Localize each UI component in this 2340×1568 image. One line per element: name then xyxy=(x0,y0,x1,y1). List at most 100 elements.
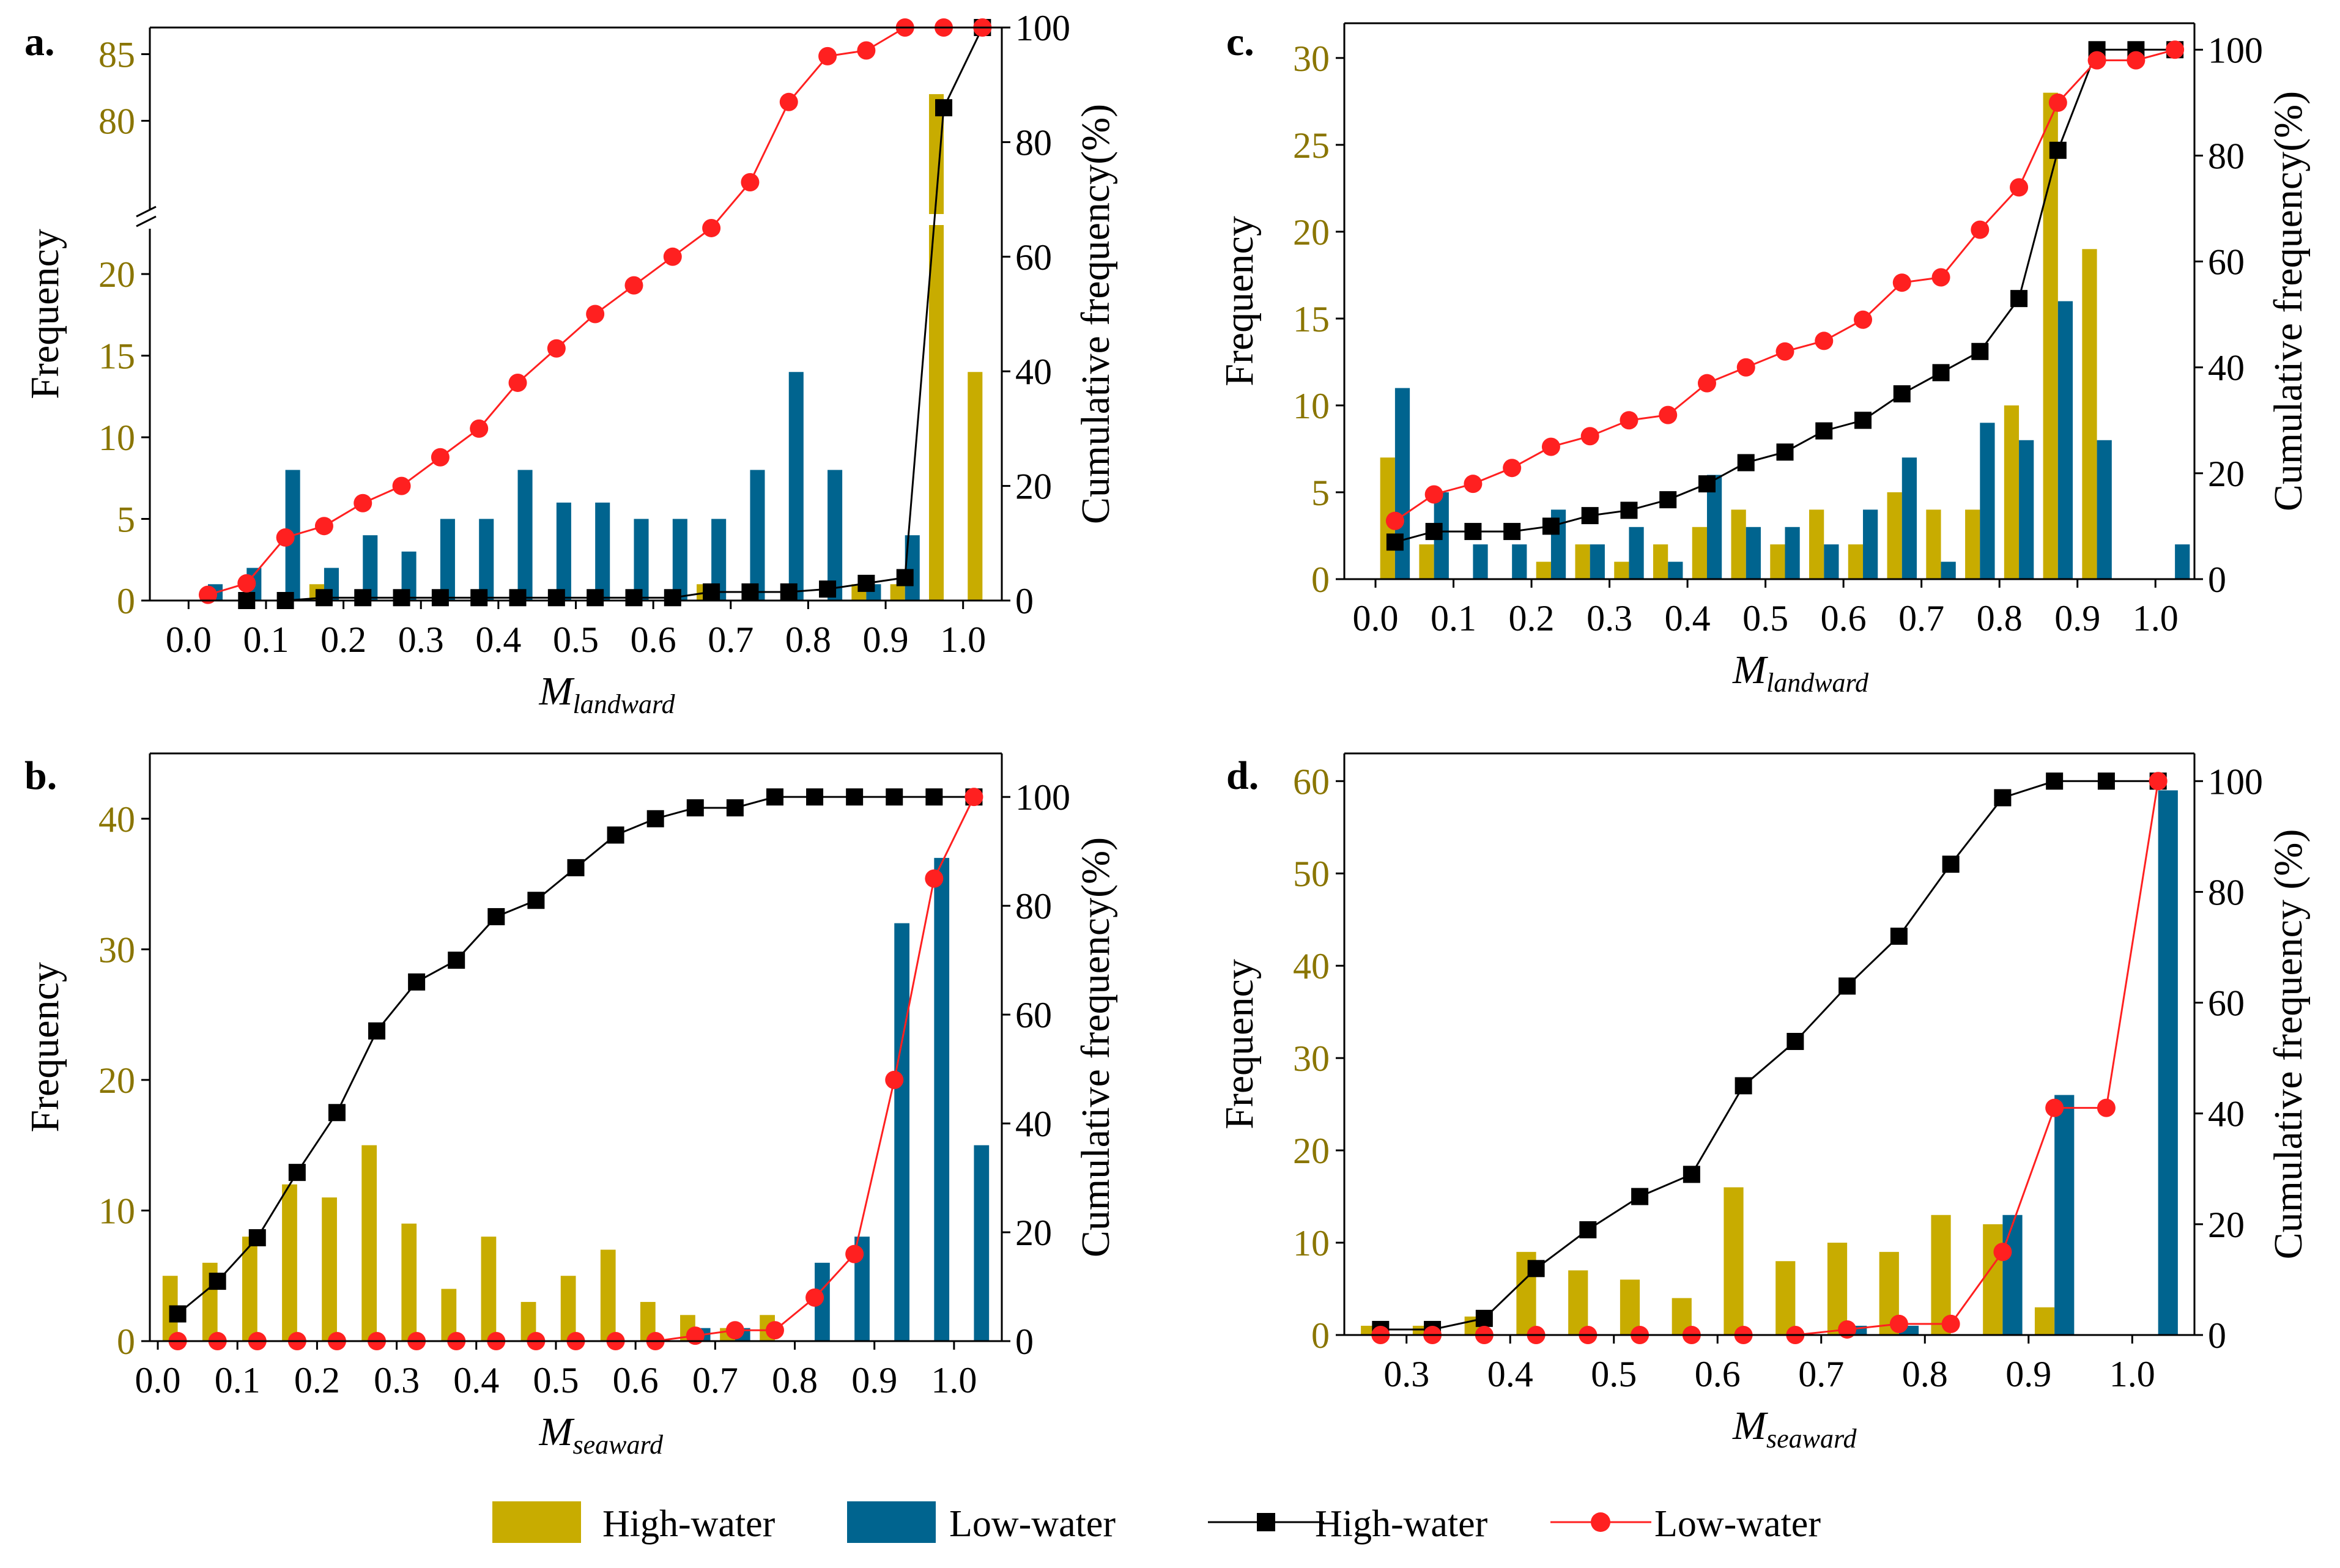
x-tick-label: 1.0 xyxy=(940,619,986,660)
y2-tick-label: 0 xyxy=(1015,1322,1034,1362)
x-tick-label: 0.4 xyxy=(453,1360,499,1400)
bar-high-water xyxy=(600,1249,616,1341)
legend-high-water-bar-swatch xyxy=(492,1501,581,1543)
point-high-water xyxy=(741,583,759,601)
point-high-water xyxy=(1631,1188,1649,1205)
point-low-water xyxy=(547,339,566,358)
point-high-water xyxy=(169,1305,187,1323)
y-tick-label: 10 xyxy=(1293,1223,1330,1263)
point-low-water xyxy=(1424,485,1443,504)
panel-c: 0 5 10 15 20 25 30 0 20 40 60 80 100 0.0 0.1 0.2 0.3 0.4 0… xyxy=(1217,20,2311,698)
bar-low-water xyxy=(2097,440,2112,579)
bar-low-water xyxy=(974,1145,990,1341)
point-high-water xyxy=(1838,977,1856,995)
bar-low-water xyxy=(788,372,804,601)
point-low-water xyxy=(1736,358,1755,377)
point-low-water xyxy=(663,247,682,266)
point-high-water xyxy=(1890,927,1908,945)
legend-low-water-line-label: Low-water xyxy=(1654,1503,1821,1545)
bar-low-water xyxy=(556,502,571,601)
point-low-water xyxy=(818,46,837,65)
x-tick-label: 0.6 xyxy=(1821,598,1867,638)
y2-tick-label: 0 xyxy=(2208,1315,2226,1356)
y-tick-label: 30 xyxy=(98,930,135,970)
point-high-water xyxy=(1737,454,1755,472)
point-high-water xyxy=(393,589,410,607)
point-low-water xyxy=(765,1321,784,1340)
bar-high-water xyxy=(242,1237,257,1341)
point-low-water xyxy=(2048,93,2067,112)
x-tick-label: 0.0 xyxy=(1353,598,1399,638)
y-tick-label: 85 xyxy=(98,35,135,75)
point-high-water xyxy=(1425,523,1443,541)
bar-high-water xyxy=(890,584,905,601)
y-tick-label: 30 xyxy=(1293,1038,1330,1079)
line-high-water xyxy=(1380,780,2158,1331)
bar-high-water xyxy=(322,1197,337,1341)
point-low-water xyxy=(1697,374,1716,393)
bar-high-water xyxy=(282,1184,297,1341)
point-low-water xyxy=(431,448,450,467)
y2-tick-label: 100 xyxy=(1015,8,1070,48)
bar-low-water xyxy=(672,519,687,601)
point-high-water xyxy=(686,799,704,816)
point-low-water xyxy=(314,517,333,536)
y-tick-label: 20 xyxy=(1293,1131,1330,1171)
y-axis-title: Frequency xyxy=(23,229,67,399)
bar-low-water xyxy=(1824,544,1839,579)
point-high-water xyxy=(328,1104,346,1122)
bar-low-water xyxy=(750,470,765,601)
y2-tick-label: 80 xyxy=(1015,122,1052,163)
bar-low-water xyxy=(1668,561,1683,579)
x-tick-label: 0.3 xyxy=(1383,1354,1429,1394)
bar-low-water xyxy=(2057,301,2073,579)
point-high-water xyxy=(819,580,837,598)
x-tick-label: 0.8 xyxy=(785,619,831,660)
bar-low-water xyxy=(2002,1215,2023,1335)
x-tick-label: 0.7 xyxy=(1898,598,1944,638)
bar-high-water xyxy=(1926,509,1941,579)
bar-high-water xyxy=(1809,509,1824,579)
point-low-water xyxy=(198,585,217,604)
bar-low-water xyxy=(2054,1095,2075,1335)
x-tick-label: 0.9 xyxy=(863,619,909,660)
bar-low-water xyxy=(1901,457,1917,579)
point-high-water xyxy=(527,892,545,909)
x-tick-label: 0.2 xyxy=(320,619,366,660)
bar-high-water xyxy=(1983,1224,2003,1335)
line-high-water xyxy=(246,27,983,602)
bar-low-water xyxy=(2175,544,2190,579)
y-tick-label: 0 xyxy=(117,581,135,621)
bar-high-water xyxy=(1887,492,1902,579)
point-low-water xyxy=(2010,178,2029,197)
bar-low-water xyxy=(517,470,533,601)
y2-axis-title: Cumulative frequency (%) xyxy=(2266,829,2311,1260)
y2-axis-title: Cumulative frequency(%) xyxy=(1073,837,1118,1257)
point-high-water xyxy=(1386,533,1404,551)
point-high-water xyxy=(935,99,953,117)
bar-high-water xyxy=(1575,544,1590,579)
y2-tick-label: 0 xyxy=(2208,560,2226,600)
bar-high-water xyxy=(1724,1187,1744,1335)
bar-high-water xyxy=(928,94,944,601)
bar-high-water xyxy=(2034,1307,2055,1335)
point-high-water xyxy=(1776,443,1794,461)
x-tick-label: 0.6 xyxy=(631,619,676,660)
point-low-water xyxy=(1541,437,1560,456)
point-low-water xyxy=(508,373,527,392)
point-high-water xyxy=(703,583,720,601)
bar-low-water xyxy=(894,923,909,1341)
bar-low-water xyxy=(1512,544,1527,579)
y-axis-title: Frequency xyxy=(1217,216,1262,386)
x-tick-label: 1.0 xyxy=(2109,1354,2155,1394)
point-low-water xyxy=(2045,1098,2064,1117)
y-tick-label: 0 xyxy=(1311,1315,1330,1356)
point-high-water xyxy=(780,583,798,601)
legend: High-water Low-water High-water Low-wate… xyxy=(492,1501,1821,1545)
bar-high-water xyxy=(481,1237,497,1341)
y2-tick-label: 20 xyxy=(1015,467,1052,507)
point-high-water xyxy=(2010,290,2028,308)
point-high-water xyxy=(806,788,824,806)
panel-label: c. xyxy=(1226,20,1254,64)
